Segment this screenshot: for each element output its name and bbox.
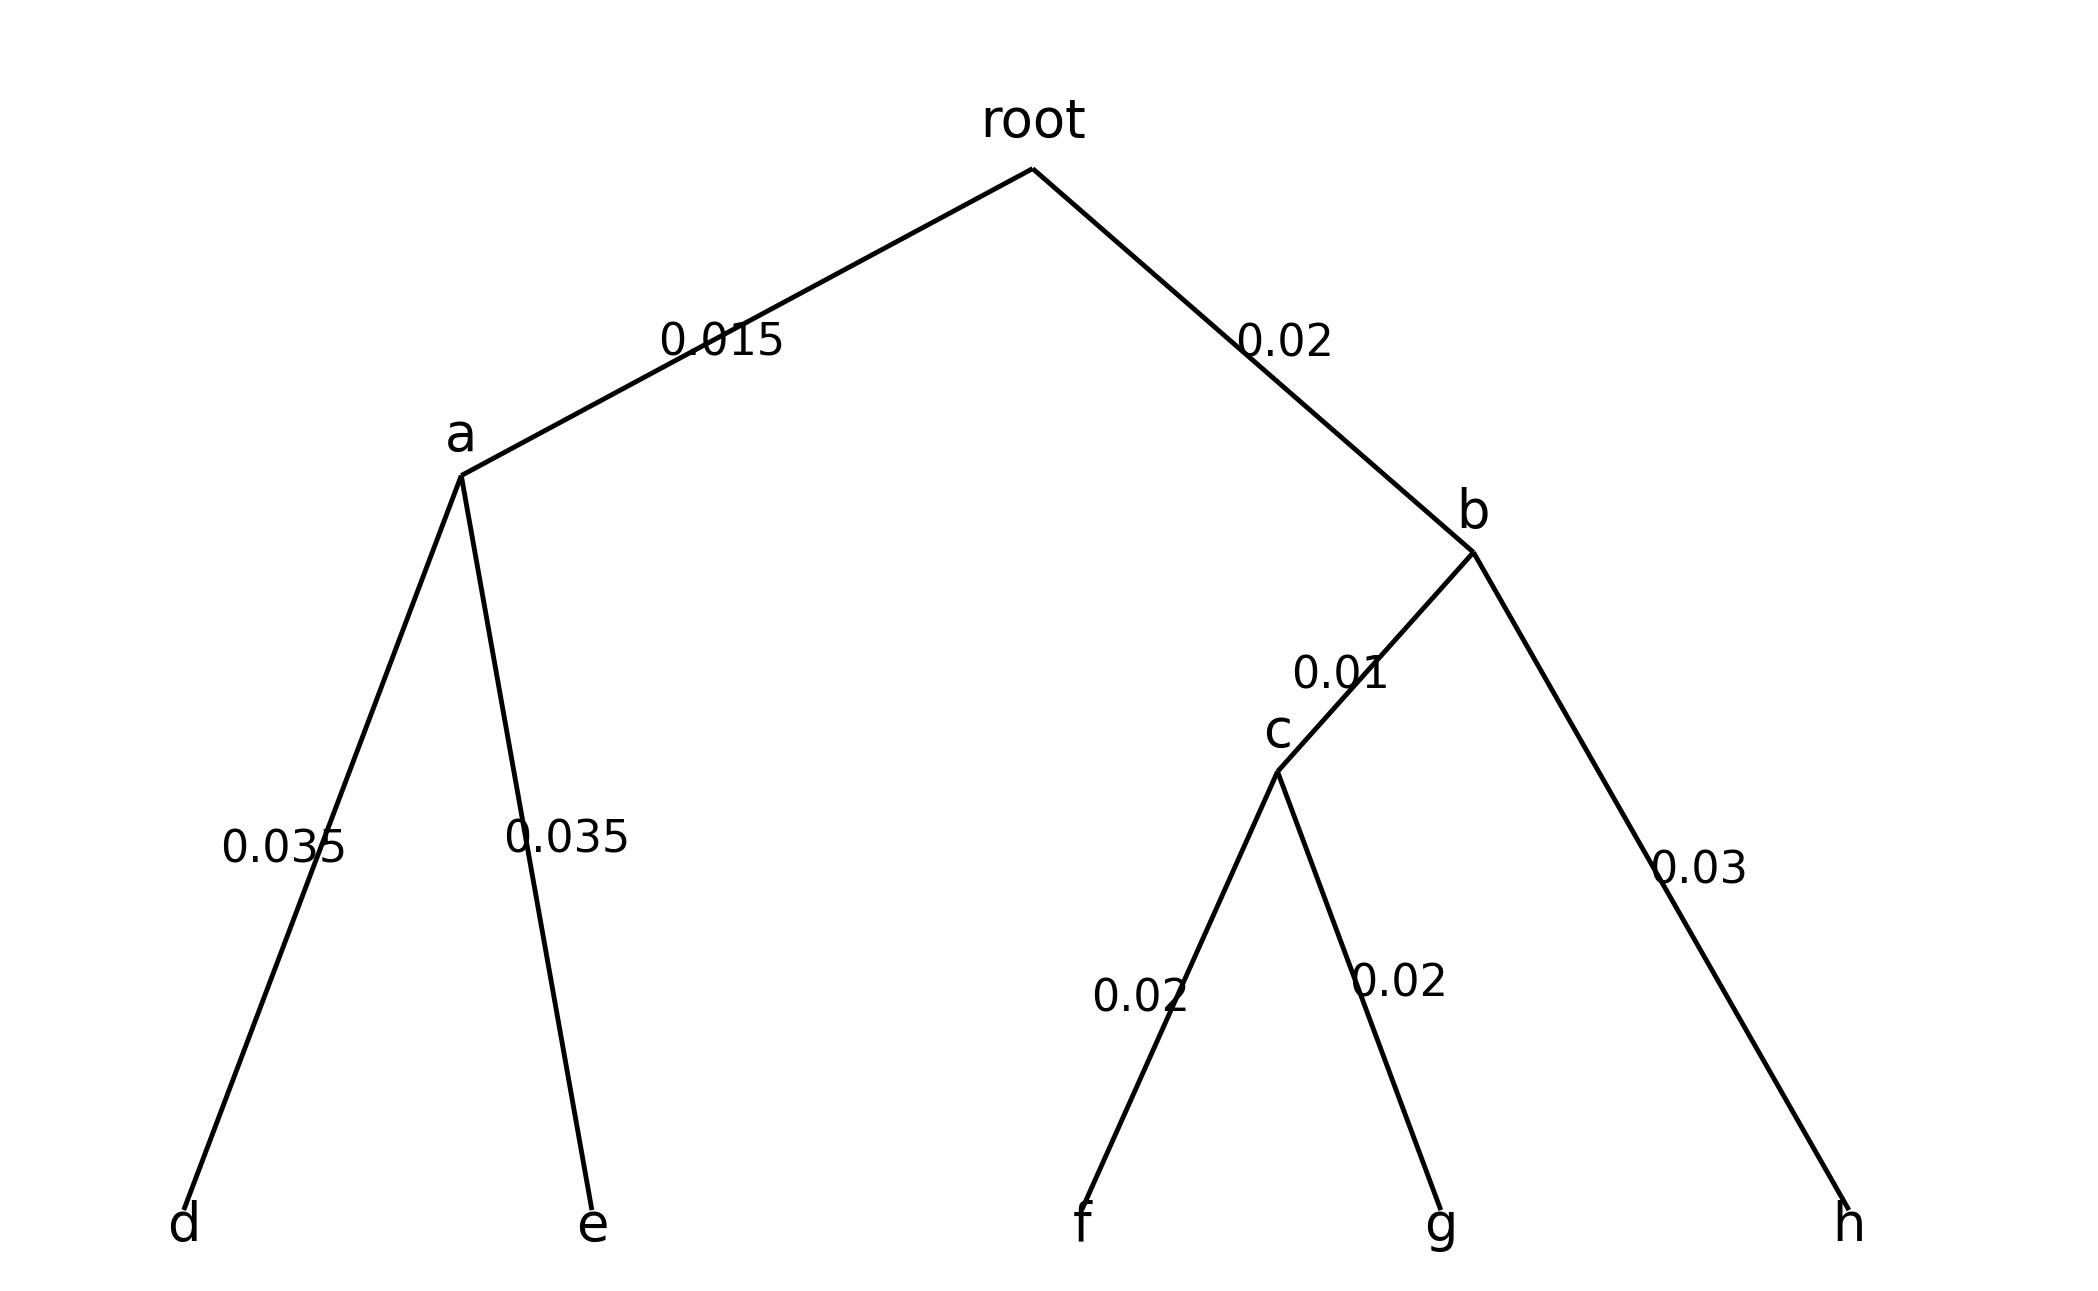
Text: root: root [980, 97, 1085, 148]
Text: 0.03: 0.03 [1649, 849, 1748, 893]
Text: 0.01: 0.01 [1292, 655, 1391, 697]
Text: 0.02: 0.02 [1091, 977, 1190, 1020]
Text: 0.02: 0.02 [1236, 323, 1334, 365]
Text: g: g [1425, 1199, 1458, 1252]
Text: f: f [1072, 1199, 1091, 1252]
Text: 0.035: 0.035 [220, 828, 346, 871]
Text: a: a [445, 411, 478, 462]
Text: d: d [168, 1199, 201, 1252]
Text: b: b [1456, 487, 1490, 540]
Text: 0.015: 0.015 [659, 321, 785, 365]
Text: h: h [1832, 1199, 1865, 1252]
Text: c: c [1263, 706, 1292, 758]
Text: 0.02: 0.02 [1349, 963, 1448, 1006]
Text: e: e [575, 1199, 608, 1252]
Text: 0.035: 0.035 [504, 818, 629, 861]
